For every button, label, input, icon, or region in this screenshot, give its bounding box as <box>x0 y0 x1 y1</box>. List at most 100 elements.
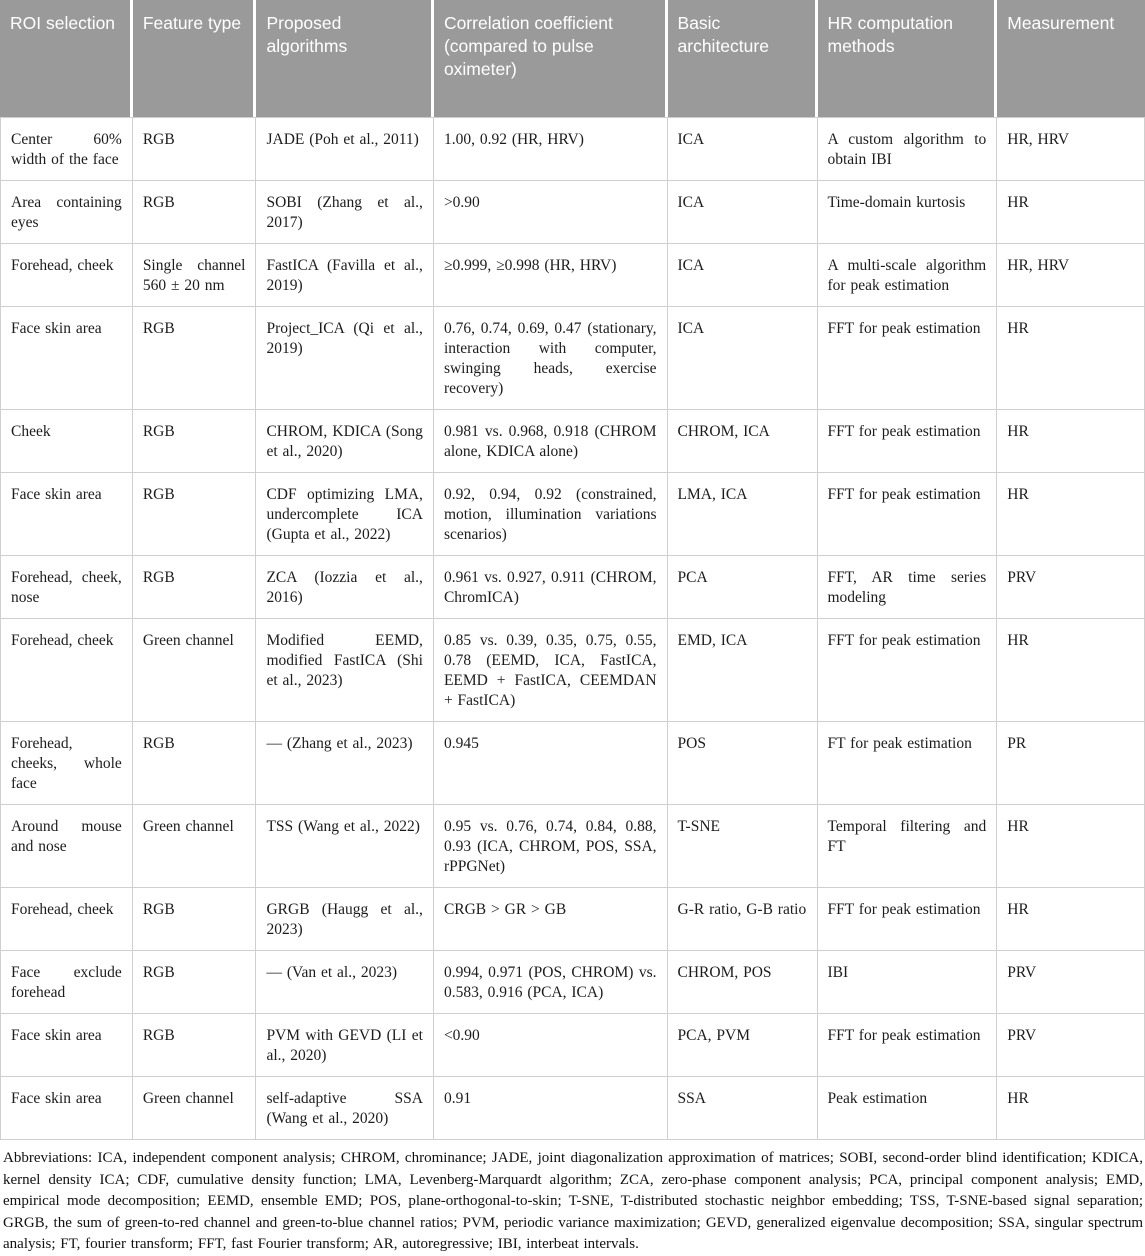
header-row: ROI selection Feature type Proposed algori… <box>0 0 1145 117</box>
table-cell: Center 60% width of the face <box>0 117 133 181</box>
table-cell: GRGB (Haugg et al., 2023) <box>256 888 434 951</box>
table-cell: Cheek <box>0 410 133 473</box>
table-cell: 0.994, 0.971 (POS, CHROM) vs. 0.583, 0.9… <box>433 951 668 1014</box>
table-cell: RGB <box>132 556 257 619</box>
table-cell: SSA <box>667 1077 818 1140</box>
table-cell: JADE (Poh et al., 2011) <box>256 117 434 181</box>
table-cell: HR <box>997 1077 1145 1140</box>
table-row: Face skin area RGB PVM with GEVD (LI et al… <box>0 1014 1145 1077</box>
table-cell: — (Zhang et al., 2023) <box>256 722 434 805</box>
table-cell: FFT, AR time series modeling <box>817 556 998 619</box>
table-cell: FFT for peak estimation <box>817 410 998 473</box>
table-row: Around mouse and nose Green channel TSS (W… <box>0 805 1145 888</box>
table-cell: ≥0.999, ≥0.998 (HR, HRV) <box>433 244 668 307</box>
table-cell: FT for peak estimation <box>817 722 998 805</box>
table-cell: HR, HRV <box>997 244 1145 307</box>
table-cell: Forehead, cheek, nose <box>0 556 133 619</box>
table-cell: 0.76, 0.74, 0.69, 0.47 (stationary, inte… <box>433 307 668 410</box>
table-cell: ICA <box>667 244 818 307</box>
table-cell: PRV <box>997 951 1145 1014</box>
table-row: Forehead, cheek RGB GRGB (Haugg et al., 20… <box>0 888 1145 951</box>
table-row: Cheek RGB CHROM, KDICA (Song et al., 2020)… <box>0 410 1145 473</box>
table-row: Face skin area RGB CDF optimizing LMA, und… <box>0 473 1145 556</box>
table-row: Forehead, cheeks, whole face RGB — (Zhang … <box>0 722 1145 805</box>
table-body: Center 60% width of the face RGB JADE (Poh… <box>0 117 1145 1140</box>
table-cell: >0.90 <box>433 181 668 244</box>
table-cell: T-SNE <box>667 805 818 888</box>
table-cell: 0.95 vs. 0.76, 0.74, 0.84, 0.88, 0.93 (I… <box>433 805 668 888</box>
table-cell: Face exclude forehead <box>0 951 133 1014</box>
table-cell: — (Van et al., 2023) <box>256 951 434 1014</box>
table-cell: HR <box>997 619 1145 722</box>
table-cell: ICA <box>667 307 818 410</box>
table-cell: SOBI (Zhang et al., 2017) <box>256 181 434 244</box>
table-cell: Face skin area <box>0 307 133 410</box>
table-cell: Area containing eyes <box>0 181 133 244</box>
column-header: Feature type <box>132 0 257 117</box>
table-cell: Face skin area <box>0 473 133 556</box>
table-cell: HR <box>997 805 1145 888</box>
table-cell: Modified EEMD, modified FastICA (Shi et … <box>256 619 434 722</box>
table-cell: 1.00, 0.92 (HR, HRV) <box>433 117 668 181</box>
table-cell: RGB <box>132 1014 257 1077</box>
table-cell: HR <box>997 888 1145 951</box>
table-row: Face skin area Green channel self-adaptive… <box>0 1077 1145 1140</box>
column-header: Correlation coefficient (compared to pul… <box>433 0 668 117</box>
table-row: Face exclude forehead RGB — (Van et al., 2… <box>0 951 1145 1014</box>
table-cell: Face skin area <box>0 1077 133 1140</box>
table-cell: CHROM, KDICA (Song et al., 2020) <box>256 410 434 473</box>
table-cell: Forehead, cheek <box>0 888 133 951</box>
table-cell: RGB <box>132 888 257 951</box>
table-cell: RGB <box>132 473 257 556</box>
table-cell: RGB <box>132 181 257 244</box>
table-cell: FFT for peak estimation <box>817 888 998 951</box>
table-cell: Forehead, cheek <box>0 244 133 307</box>
table-cell: FFT for peak estimation <box>817 619 998 722</box>
table-cell: FFT for peak estimation <box>817 307 998 410</box>
table-cell: FFT for peak estimation <box>817 473 998 556</box>
table-cell: PRV <box>997 556 1145 619</box>
table-cell: Single channel 560 ± 20 nm <box>132 244 257 307</box>
table-cell: 0.91 <box>433 1077 668 1140</box>
table-cell: RGB <box>132 117 257 181</box>
table-cell: PCA <box>667 556 818 619</box>
table-cell: PRV <box>997 1014 1145 1077</box>
table-cell: CDF optimizing LMA, undercomplete ICA (G… <box>256 473 434 556</box>
table-cell: Peak estimation <box>817 1077 998 1140</box>
table-cell: ICA <box>667 117 818 181</box>
table-cell: HR <box>997 307 1145 410</box>
table-cell: PCA, PVM <box>667 1014 818 1077</box>
table-cell: PVM with GEVD (LI et al., 2020) <box>256 1014 434 1077</box>
table-cell: 0.85 vs. 0.39, 0.35, 0.75, 0.55, 0.78 (E… <box>433 619 668 722</box>
table-cell: HR <box>997 181 1145 244</box>
table-cell: HR <box>997 473 1145 556</box>
table-cell: TSS (Wang et al., 2022) <box>256 805 434 888</box>
table-cell: Face skin area <box>0 1014 133 1077</box>
table-cell: Around mouse and nose <box>0 805 133 888</box>
table-cell: IBI <box>817 951 998 1014</box>
column-header: ROI selection <box>0 0 133 117</box>
table-cell: A custom algorithm to obtain IBI <box>817 117 998 181</box>
table-cell: 0.961 vs. 0.927, 0.911 (CHROM, ChromICA) <box>433 556 668 619</box>
table-cell: LMA, ICA <box>667 473 818 556</box>
table-cell: Time-domain kurtosis <box>817 181 998 244</box>
table-cell: <0.90 <box>433 1014 668 1077</box>
table-cell: 0.92, 0.94, 0.92 (constrained, motion, i… <box>433 473 668 556</box>
rppg-methods-table: ROI selection Feature type Proposed algori… <box>0 0 1145 1140</box>
table-row: Forehead, cheek, nose RGB ZCA (Iozzia et a… <box>0 556 1145 619</box>
column-header: Measurement <box>997 0 1145 117</box>
table-cell: Green channel <box>132 1077 257 1140</box>
table-cell: A multi-scale algorithm for peak estimat… <box>817 244 998 307</box>
table-row: Forehead, cheek Single channel 560 ± 20 n… <box>0 244 1145 307</box>
table-row: Area containing eyes RGB SOBI (Zhang et al… <box>0 181 1145 244</box>
table-cell: Temporal filtering and FT <box>817 805 998 888</box>
table-cell: 0.981 vs. 0.968, 0.918 (CHROM alone, KDI… <box>433 410 668 473</box>
table-cell: ZCA (Iozzia et al., 2016) <box>256 556 434 619</box>
table-row: Face skin area RGB Project_ICA (Qi et al.,… <box>0 307 1145 410</box>
table-cell: PR <box>997 722 1145 805</box>
table-cell: Forehead, cheeks, whole face <box>0 722 133 805</box>
table-cell: Green channel <box>132 805 257 888</box>
column-header: Proposed algorithms <box>256 0 434 117</box>
table-cell: self-adaptive SSA (Wang et al., 2020) <box>256 1077 434 1140</box>
